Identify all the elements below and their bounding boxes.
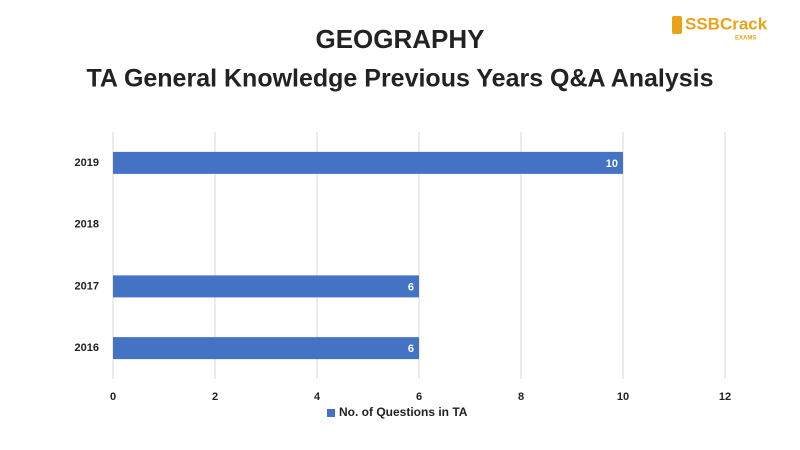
y-tick-label: 2016 xyxy=(75,342,99,354)
y-tick-label: 2018 xyxy=(75,219,99,231)
logo-subtext: EXAMS xyxy=(735,36,756,42)
chart-title: GEOGRAPHY xyxy=(315,24,484,54)
bar xyxy=(113,337,419,360)
logo-icon xyxy=(672,16,682,34)
x-tick-label: 10 xyxy=(617,391,629,403)
data-label: 10 xyxy=(606,158,618,170)
legend-swatch xyxy=(327,409,335,417)
x-tick-label: 6 xyxy=(416,391,422,403)
x-tick-label: 12 xyxy=(719,391,731,403)
data-label: 6 xyxy=(408,343,414,355)
bar xyxy=(113,151,623,174)
y-tick-label: 2017 xyxy=(75,280,99,292)
chart-subtitle: TA General Knowledge Previous Years Q&A … xyxy=(86,65,713,93)
y-tick-label: 2019 xyxy=(75,157,99,169)
bar xyxy=(113,275,419,298)
x-tick-label: 4 xyxy=(314,391,321,403)
x-tick-label: 8 xyxy=(518,391,524,403)
data-label: 6 xyxy=(408,281,414,293)
x-tick-label: 0 xyxy=(110,391,116,403)
x-tick-label: 2 xyxy=(212,391,218,403)
logo-text: SSBCrack xyxy=(685,14,768,33)
legend-label: No. of Questions in TA xyxy=(339,405,468,419)
